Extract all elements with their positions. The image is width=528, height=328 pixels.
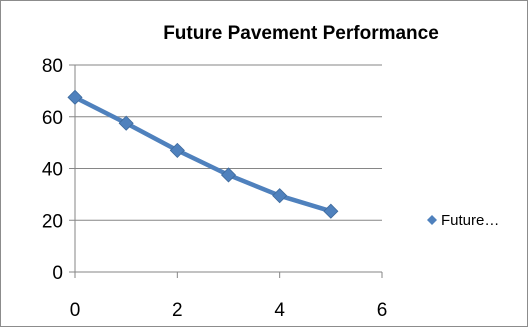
series-group bbox=[67, 89, 339, 219]
series-line bbox=[72, 95, 334, 214]
data-point-marker bbox=[323, 203, 339, 219]
y-tick-label: 60 bbox=[42, 108, 63, 129]
y-tick-label: 20 bbox=[42, 211, 63, 232]
x-tick-label: 2 bbox=[172, 300, 183, 321]
y-tick-label: 80 bbox=[42, 56, 63, 77]
tick-labels: 0 20 40 60 80 0 2 4 6 bbox=[42, 56, 387, 321]
x-tick-label: 4 bbox=[274, 300, 285, 321]
x-tick-label: 0 bbox=[70, 300, 81, 321]
x-tick-label: 6 bbox=[377, 300, 388, 321]
data-point-marker bbox=[220, 167, 237, 183]
chart-title: Future Pavement Performance bbox=[163, 23, 439, 44]
legend-label: Future… bbox=[441, 212, 499, 229]
gridlines bbox=[75, 64, 382, 221]
y-tick-label: 40 bbox=[42, 160, 63, 181]
legend-marker-diamond bbox=[427, 215, 437, 225]
data-point-marker bbox=[67, 89, 83, 105]
legend: Future… bbox=[427, 212, 499, 229]
data-point-marker bbox=[169, 142, 185, 158]
data-point-marker bbox=[118, 115, 134, 131]
data-point-marker bbox=[272, 188, 288, 204]
y-tick-label: 0 bbox=[52, 263, 63, 284]
